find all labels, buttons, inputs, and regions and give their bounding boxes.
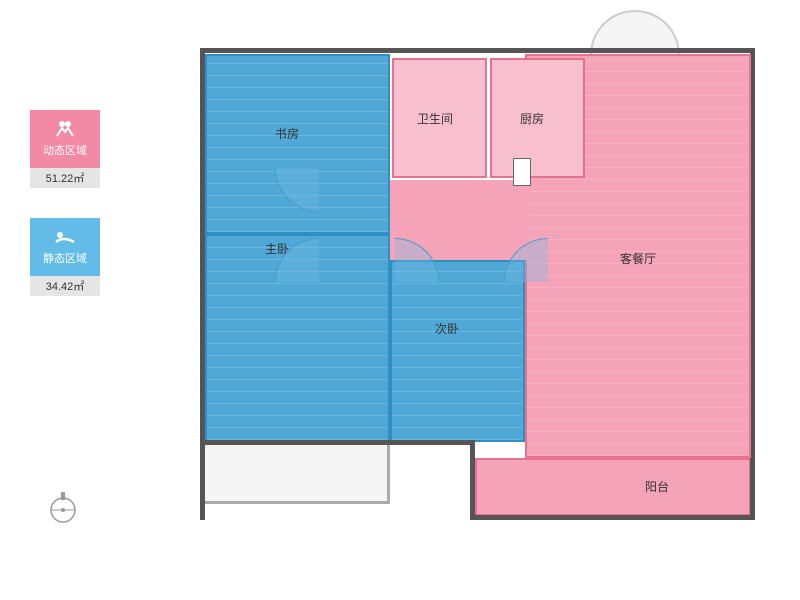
wall-bottom-step	[470, 440, 475, 520]
room-study	[205, 54, 390, 234]
legend-static: 静态区域 34.42㎡	[30, 218, 100, 296]
floorplan: 书房 主卧 次卧 卫生间 厨房 客餐厅 阳台	[180, 20, 760, 580]
wall-bottom-mid	[390, 440, 475, 445]
legend-dynamic-box: 动态区域	[30, 110, 100, 168]
legend-static-value: 34.42㎡	[30, 276, 100, 296]
legend-dynamic-value: 51.22㎡	[30, 168, 100, 188]
rest-icon	[53, 228, 77, 246]
legend-static-box: 静态区域	[30, 218, 100, 276]
legend-dynamic: 动态区域 51.22㎡	[30, 110, 100, 188]
room-balcony	[475, 458, 751, 516]
kitchen-door	[513, 158, 531, 186]
wall-bottom-right	[470, 515, 755, 520]
room-kitchen	[490, 58, 585, 178]
people-icon	[53, 120, 77, 138]
wall-right-side	[750, 458, 755, 520]
legend-static-label: 静态区域	[43, 250, 87, 266]
room-bath	[392, 58, 487, 178]
legend-panel: 动态区域 51.22㎡ 静态区域 34.42㎡	[30, 110, 100, 326]
legend-dynamic-label: 动态区域	[43, 142, 87, 158]
compass-icon	[45, 490, 81, 526]
room-second	[390, 260, 525, 442]
wall-bottom-left	[200, 440, 395, 445]
